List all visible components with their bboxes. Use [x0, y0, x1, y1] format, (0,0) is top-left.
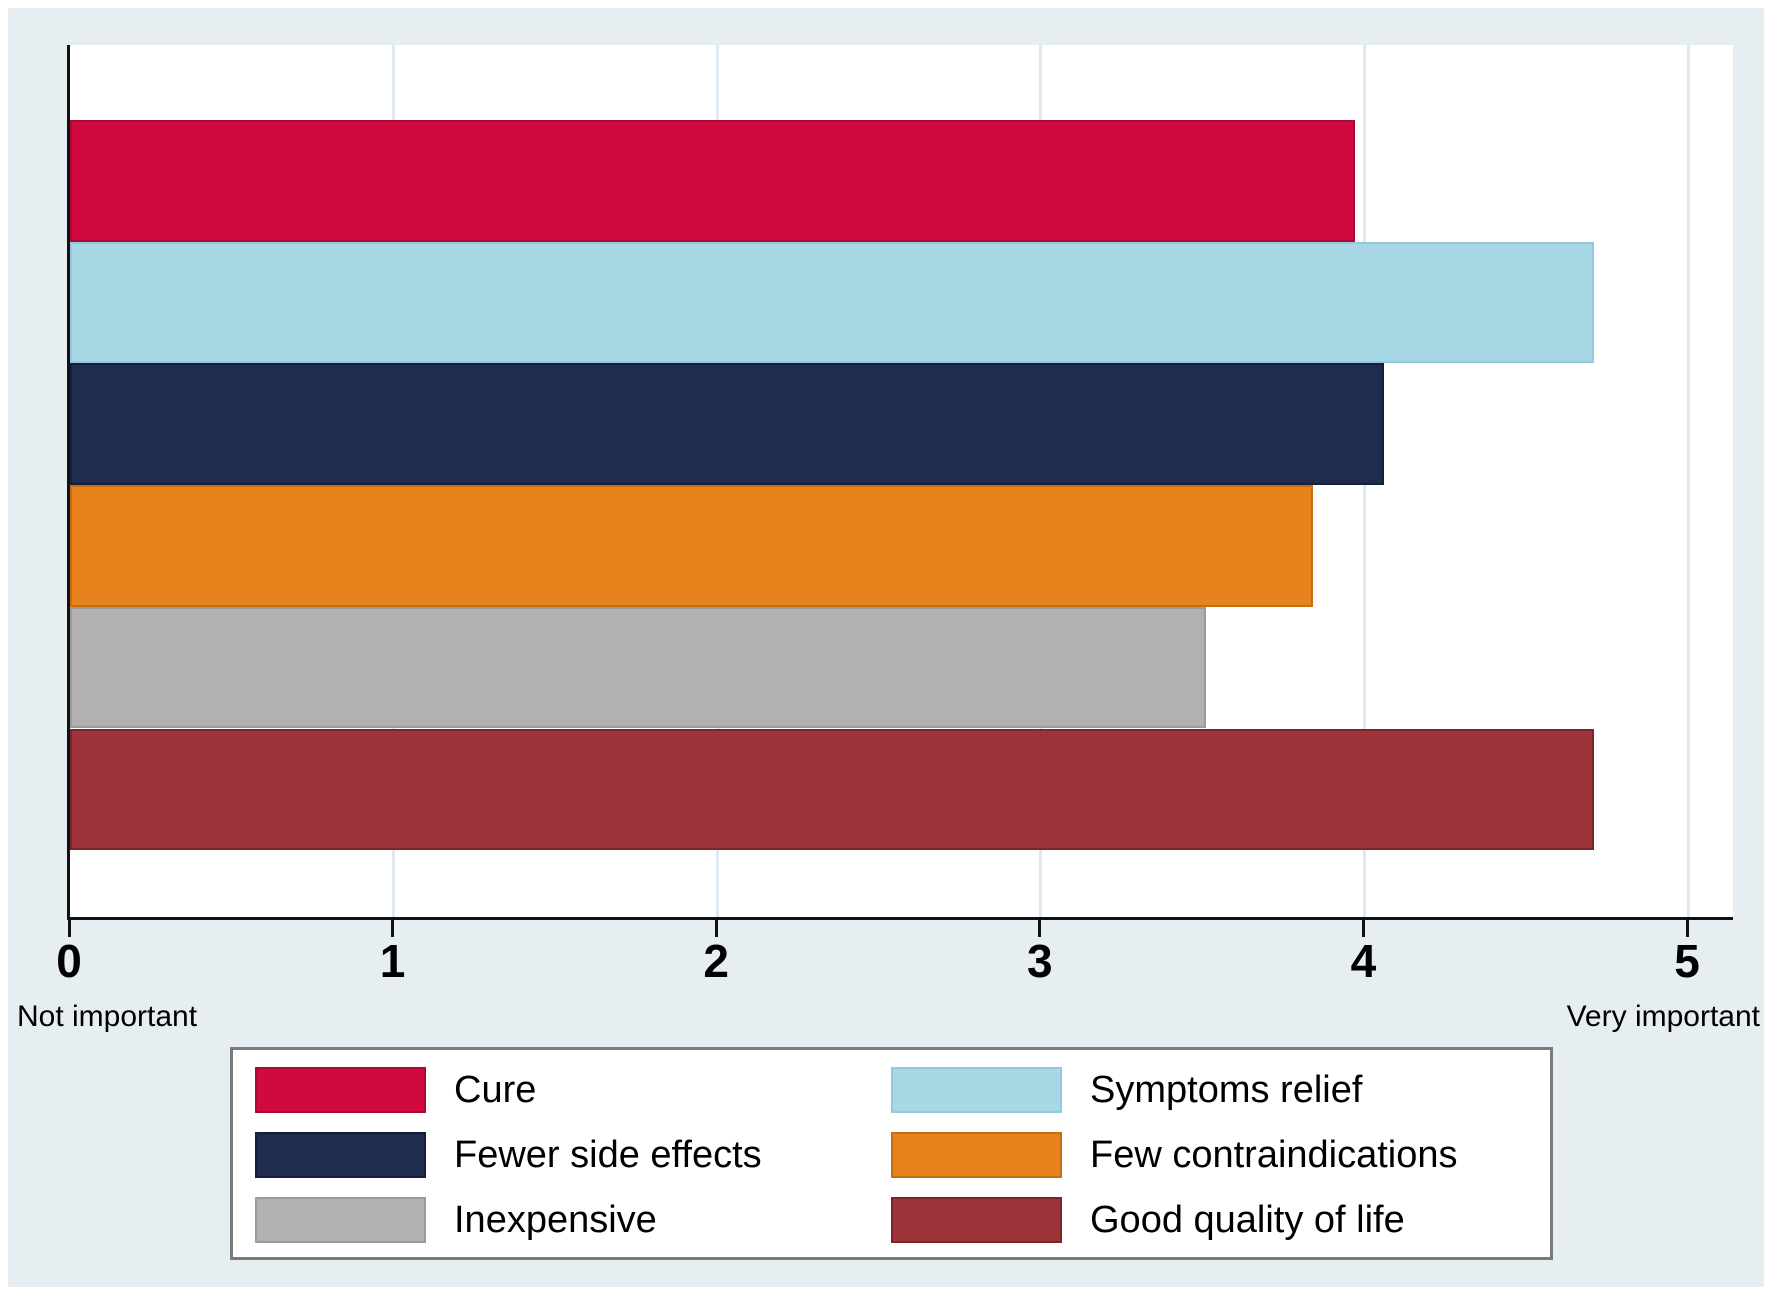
- gridline-5: [1686, 45, 1690, 920]
- legend-label-good-quality-of-life: Good quality of life: [1090, 1198, 1405, 1241]
- x-tick-1: [391, 920, 395, 937]
- y-axis-line: [67, 45, 70, 920]
- bar-good-quality-of-life: [70, 728, 1595, 851]
- legend-label-fewer-side-effects: Fewer side effects: [454, 1133, 762, 1176]
- legend-swatch-cure: [255, 1067, 426, 1113]
- legend-label-cure: Cure: [454, 1068, 537, 1111]
- x-tick-0: [67, 920, 71, 937]
- legend-item-cure: Cure: [255, 1067, 891, 1113]
- bar-inexpensive: [70, 606, 1206, 729]
- x-tick-label-4: 4: [1350, 935, 1377, 987]
- legend: Cure Symptoms relief Fewer side effects Few…: [230, 1047, 1553, 1260]
- x-tick-5: [1685, 920, 1689, 937]
- legend-swatch-fewer-side-effects: [255, 1132, 426, 1178]
- x-tick-2: [714, 920, 718, 937]
- x-tick-label-2: 2: [703, 935, 729, 987]
- x-tick-label-5: 5: [1674, 935, 1700, 987]
- bar-symptoms-relief: [70, 241, 1595, 364]
- legend-swatch-symptoms-relief: [891, 1067, 1062, 1113]
- legend-item-good-quality-of-life: Good quality of life: [891, 1197, 1550, 1243]
- x-tick-label-1: 1: [379, 935, 406, 987]
- x-axis-caption-right: Very important: [1566, 1000, 1760, 1033]
- legend-item-few-contraindications: Few contraindications: [891, 1132, 1550, 1178]
- legend-item-fewer-side-effects: Fewer side effects: [255, 1132, 891, 1178]
- legend-label-few-contraindications: Few contraindications: [1090, 1133, 1458, 1176]
- bar-cure: [70, 120, 1355, 242]
- x-axis-line: [67, 917, 1733, 920]
- x-tick-3: [1038, 920, 1042, 937]
- legend-label-symptoms-relief: Symptoms relief: [1090, 1068, 1363, 1111]
- legend-item-symptoms-relief: Symptoms relief: [891, 1067, 1550, 1113]
- bar-few-contraindications: [70, 485, 1313, 607]
- legend-grid: Cure Symptoms relief Fewer side effects Few…: [255, 1067, 1550, 1243]
- legend-swatch-inexpensive: [255, 1197, 426, 1243]
- legend-label-inexpensive: Inexpensive: [454, 1198, 657, 1241]
- x-tick-4: [1361, 920, 1365, 937]
- bar-fewer-side-effects: [70, 363, 1384, 486]
- legend-item-inexpensive: Inexpensive: [255, 1197, 891, 1243]
- x-axis-caption-left: Not important: [17, 1000, 198, 1033]
- legend-swatch-good-quality-of-life: [891, 1197, 1062, 1243]
- plot-area: [70, 45, 1733, 920]
- x-tick-label-0: 0: [56, 935, 82, 987]
- legend-swatch-few-contraindications: [891, 1132, 1062, 1178]
- x-tick-label-3: 3: [1027, 935, 1053, 987]
